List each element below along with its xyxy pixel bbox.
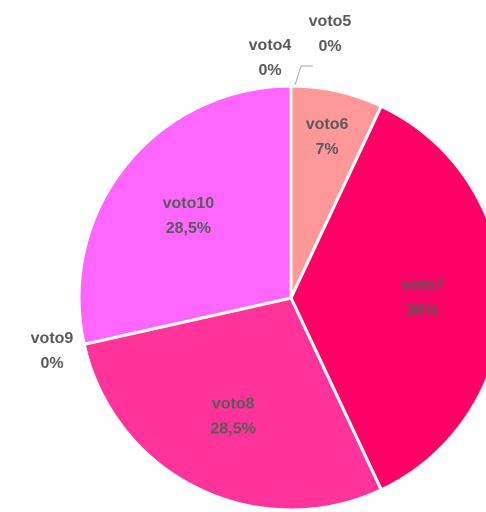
data-label-value: 7% xyxy=(316,141,339,158)
pie-slice xyxy=(77,84,293,347)
data-label-category: voto4 xyxy=(249,37,292,54)
data-label-category: voto5 xyxy=(309,13,352,30)
data-label-value: 0% xyxy=(258,62,281,79)
data-label-value: 28,5% xyxy=(166,220,211,237)
data-label-value: 0% xyxy=(40,355,63,372)
data-label-category: voto8 xyxy=(212,395,255,412)
pie-slice xyxy=(82,296,384,512)
data-label-category: voto10 xyxy=(163,195,215,212)
data-label-value: 28,5% xyxy=(210,420,255,437)
leader-line xyxy=(293,65,313,89)
data-label-category: voto9 xyxy=(31,330,74,347)
data-label-value: 36% xyxy=(406,302,438,319)
pie-slice xyxy=(289,104,486,492)
data-label-category: voto7 xyxy=(401,277,444,294)
data-label-category: voto6 xyxy=(306,116,349,133)
data-label-value: 0% xyxy=(318,38,341,55)
